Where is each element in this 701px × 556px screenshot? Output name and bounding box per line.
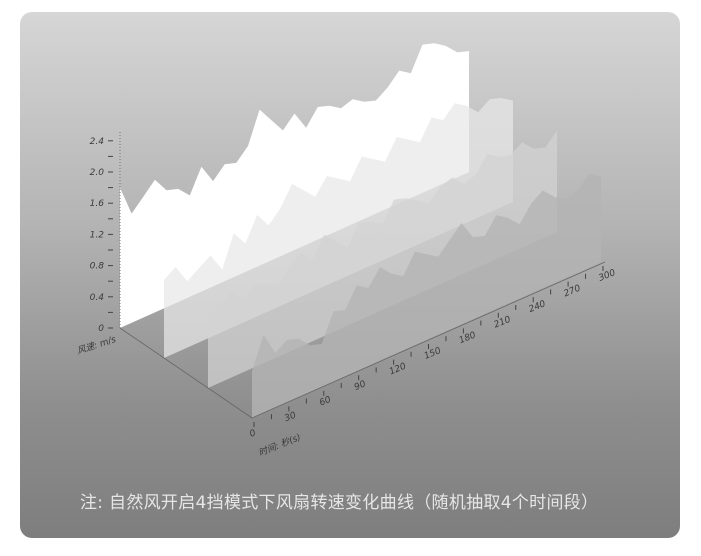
series-panel-4 — [252, 173, 601, 418]
y-tick-label: 1.2 — [90, 230, 105, 240]
x-tick-label: 0 — [248, 428, 257, 440]
y-tick-label: 2.0 — [90, 168, 105, 178]
waterfall-chart: 0 0.4 0.8 1.2 1.6 2.0 2.4 0 30 60 90 120 150 180 210 24… — [76, 43, 617, 459]
x-tick-label: 300 — [597, 268, 617, 284]
y-tick-label: 0.4 — [90, 293, 105, 303]
x-tick-label: 270 — [562, 284, 582, 300]
x-tick-label: 90 — [353, 379, 368, 393]
x-axis-line — [251, 261, 606, 419]
x-tick-label: 210 — [493, 315, 513, 331]
depth-axis-line — [119, 327, 253, 419]
x-tick-label: 240 — [528, 299, 548, 315]
y-axis-label: 风速: m/s — [76, 334, 118, 357]
x-tick-label: 150 — [423, 346, 443, 362]
y-tick-label: 0 — [98, 324, 104, 334]
chart-card: 0 0.4 0.8 1.2 1.6 2.0 2.4 0 30 60 90 120 150 180 210 24… — [20, 12, 680, 538]
x-tick-label: 30 — [283, 411, 298, 425]
x-axis-label: 时间: 秒(s) — [257, 432, 302, 459]
y-tick-label: 2.4 — [90, 137, 105, 147]
chart-caption: 注: 自然风开启4挡模式下风扇转速变化曲线（随机抽取4个时间段） — [80, 493, 599, 513]
y-tick-label: 1.6 — [90, 199, 105, 209]
series-panel-3 — [208, 130, 557, 388]
x-tick-label: 60 — [318, 395, 333, 409]
y-tick-label: 0.8 — [90, 262, 105, 272]
x-tick-label: 120 — [388, 362, 408, 378]
x-tick-label: 180 — [458, 330, 478, 346]
